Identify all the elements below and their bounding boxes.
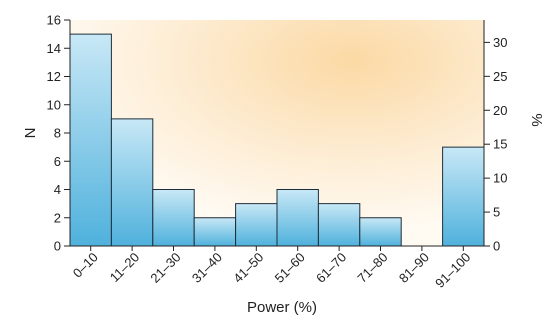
x-tick-label: 11–20	[107, 250, 142, 285]
bar-31–40	[193, 217, 237, 247]
bar-0–10	[69, 33, 112, 247]
y2-tick-label: 10	[493, 171, 507, 186]
x-tick-label: 21–30	[147, 250, 183, 286]
y-tick-label: 4	[54, 182, 61, 197]
bar-41–50	[235, 203, 278, 247]
bar-21–30	[152, 189, 195, 247]
x-tick-label: 61–70	[313, 250, 349, 286]
x-tick-label: 91–100	[432, 250, 473, 291]
x-axis-label: Power (%)	[247, 299, 317, 316]
x-tick-label: 31–40	[189, 250, 225, 286]
right-y-ticks: 0 5 10 15 20 25 30	[484, 35, 507, 254]
y2-tick-label: 25	[493, 69, 507, 84]
y-tick-label: 14	[47, 41, 61, 56]
y-tick-label: 12	[47, 69, 61, 84]
y2-tick-label: 0	[493, 239, 500, 254]
x-tick-label: 51–60	[272, 250, 308, 286]
bar-11–20	[110, 118, 154, 247]
y2-tick-label: 30	[493, 35, 507, 50]
y2-tick-label: 5	[493, 205, 500, 220]
bars-group	[69, 33, 485, 247]
y-tick-label: 2	[54, 210, 61, 225]
x-tick-label: 71–80	[354, 250, 390, 286]
bar-71–80	[359, 217, 402, 247]
bar-91–100	[442, 146, 485, 247]
y-tick-label: 16	[47, 13, 61, 28]
x-tick-label: 81–90	[396, 250, 432, 286]
y2-tick-label: 15	[493, 137, 507, 152]
x-ticks: 0–10 11–20 21–30 31–40 41–50 51–60 61–70 71–80 8…	[70, 246, 473, 291]
bar-61–70	[317, 203, 361, 247]
y2-axis-label: %	[528, 113, 545, 126]
y-axis-label: N	[22, 128, 39, 139]
y-tick-label: 6	[54, 154, 61, 169]
bar-51–60	[276, 189, 319, 247]
y2-tick-label: 20	[493, 103, 507, 118]
y-tick-label: 8	[54, 126, 61, 141]
y-tick-label: 0	[54, 239, 61, 254]
x-tick-label: 41–50	[230, 250, 266, 286]
x-tick-label: 0–10	[70, 250, 101, 281]
left-y-ticks: 0 2 4 6 8 10 12 14 16	[47, 13, 70, 254]
y-tick-label: 10	[47, 97, 61, 112]
